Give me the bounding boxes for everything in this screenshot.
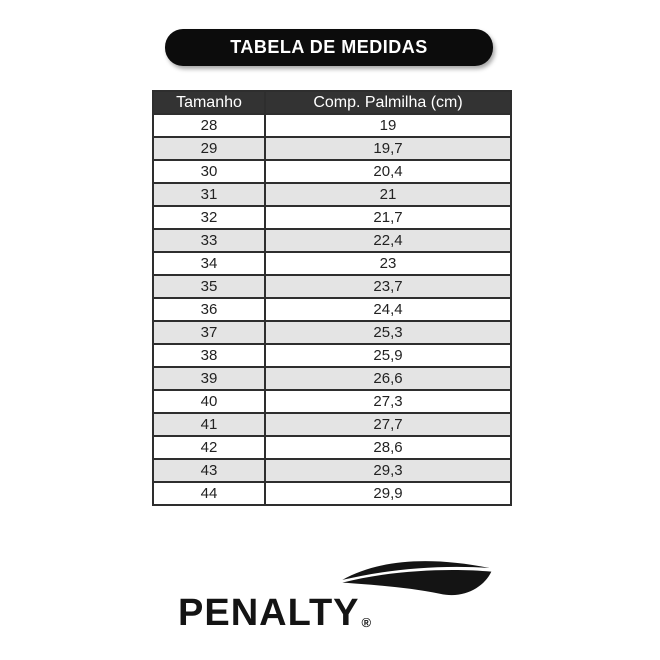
table-row: 29 19,7 — [152, 136, 512, 161]
insole-length-cell: 26,6 — [264, 366, 512, 391]
insole-length-cell: 29,3 — [264, 458, 512, 483]
title-banner: TABELA DE MEDIDAS — [165, 29, 493, 66]
table-row: 32 21,7 — [152, 205, 512, 230]
penalty-logo: PENALTY ® — [178, 554, 494, 649]
insole-length-cell: 25,3 — [264, 320, 512, 345]
size-cell: 28 — [152, 113, 266, 138]
page-title: TABELA DE MEDIDAS — [230, 37, 428, 57]
table-row: 31 21 — [152, 182, 512, 207]
size-cell: 37 — [152, 320, 266, 345]
table-row: 34 23 — [152, 251, 512, 276]
size-table-body: 28 19 29 19,7 30 20,4 31 21 32 21,7 33 22,4 34 23 35 23… — [152, 113, 512, 506]
insole-length-cell: 23 — [264, 251, 512, 276]
size-cell: 41 — [152, 412, 266, 437]
insole-length-cell: 21 — [264, 182, 512, 207]
table-header-row: Tamanho Comp. Palmilha (cm) — [152, 90, 512, 115]
insole-length-cell: 28,6 — [264, 435, 512, 460]
size-cell: 29 — [152, 136, 266, 161]
size-cell: 35 — [152, 274, 266, 299]
table-row: 30 20,4 — [152, 159, 512, 184]
table-row: 44 29,9 — [152, 481, 512, 506]
insole-length-cell: 20,4 — [264, 159, 512, 184]
penalty-wordmark: PENALTY ® — [178, 592, 371, 635]
insole-length-cell: 19,7 — [264, 136, 512, 161]
insole-length-cell: 27,3 — [264, 389, 512, 414]
size-cell: 32 — [152, 205, 266, 230]
penalty-swoosh-icon — [342, 561, 492, 596]
column-header-insole-length: Comp. Palmilha (cm) — [264, 90, 512, 115]
column-header-size: Tamanho — [152, 90, 266, 115]
insole-length-cell: 29,9 — [264, 481, 512, 506]
table-row: 28 19 — [152, 113, 512, 138]
registered-trademark-symbol: ® — [361, 615, 372, 630]
insole-length-cell: 23,7 — [264, 274, 512, 299]
table-row: 40 27,3 — [152, 389, 512, 414]
table-row: 35 23,7 — [152, 274, 512, 299]
insole-length-cell: 19 — [264, 113, 512, 138]
insole-length-cell: 22,4 — [264, 228, 512, 253]
insole-length-cell: 21,7 — [264, 205, 512, 230]
size-cell: 36 — [152, 297, 266, 322]
size-cell: 39 — [152, 366, 266, 391]
size-cell: 42 — [152, 435, 266, 460]
size-cell: 44 — [152, 481, 266, 506]
insole-length-cell: 27,7 — [264, 412, 512, 437]
table-row: 33 22,4 — [152, 228, 512, 253]
size-cell: 33 — [152, 228, 266, 253]
table-row: 36 24,4 — [152, 297, 512, 322]
table-row: 41 27,7 — [152, 412, 512, 437]
insole-length-cell: 24,4 — [264, 297, 512, 322]
size-cell: 40 — [152, 389, 266, 414]
table-row: 42 28,6 — [152, 435, 512, 460]
penalty-wordmark-text: PENALTY — [178, 592, 360, 634]
table-row: 39 26,6 — [152, 366, 512, 391]
table-row: 37 25,3 — [152, 320, 512, 345]
size-cell: 31 — [152, 182, 266, 207]
size-cell: 34 — [152, 251, 266, 276]
size-cell: 38 — [152, 343, 266, 368]
table-row: 38 25,9 — [152, 343, 512, 368]
size-cell: 43 — [152, 458, 266, 483]
size-table: Tamanho Comp. Palmilha (cm) 28 19 29 19,7 30… — [152, 90, 512, 506]
insole-length-cell: 25,9 — [264, 343, 512, 368]
table-row: 43 29,3 — [152, 458, 512, 483]
size-cell: 30 — [152, 159, 266, 184]
